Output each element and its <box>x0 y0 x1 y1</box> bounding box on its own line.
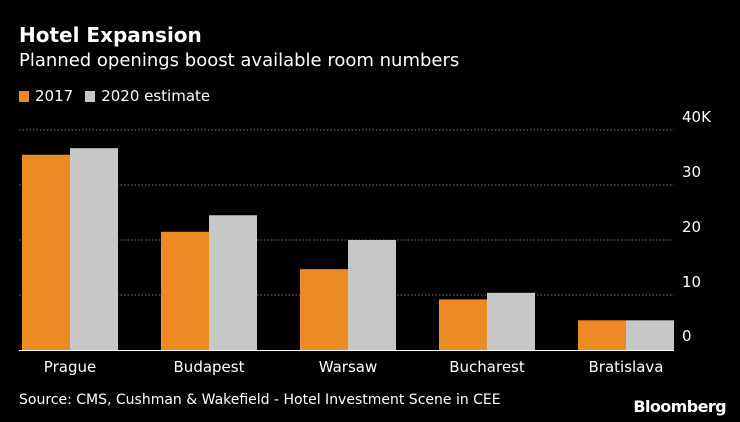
bar-prague-2017 <box>22 154 70 350</box>
bar-prague-2020-estimate <box>70 148 118 350</box>
legend-label-2017: 2017 <box>35 87 74 105</box>
y-tick-label-20: 20 <box>682 218 701 236</box>
x-tick-label-bucharest: Bucharest <box>449 358 525 376</box>
y-tick-label-10: 10 <box>682 273 701 291</box>
legend-item-2017: 2017 <box>19 87 73 105</box>
y-tick-label-0: 0 <box>682 327 692 345</box>
bar-budapest-2020-estimate <box>209 215 257 350</box>
x-tick-label-warsaw: Warsaw <box>319 358 378 376</box>
chart-title: Hotel Expansion <box>19 23 202 47</box>
bar-bratislava-2017 <box>578 320 626 350</box>
bar-warsaw-2020-estimate <box>348 240 396 350</box>
chart-subtitle: Planned openings boost available room nu… <box>19 50 460 71</box>
y-tick-label-30: 30 <box>682 163 701 181</box>
legend-swatch-2017 <box>19 90 29 102</box>
bar-bratislava-2020-estimate <box>626 320 674 350</box>
legend-item-2020-estimate: 2020 estimate <box>85 87 210 105</box>
legend-label-2020-estimate: 2020 estimate <box>101 87 211 105</box>
bar-warsaw-2017 <box>300 269 348 350</box>
bloomberg-logo: Bloomberg <box>633 397 726 416</box>
x-tick-label-prague: Prague <box>44 358 96 376</box>
legend-swatch-2020-estimate <box>85 90 96 102</box>
bar-budapest-2017 <box>161 231 209 350</box>
y-tick-label-40: 40K <box>682 108 712 126</box>
source-note: Source: CMS, Cushman & Wakefield - Hotel… <box>19 392 501 408</box>
legend: 2017 2020 estimate <box>19 86 222 106</box>
bar-chart: 0 10 20 30 40K Prague Budapest Warsaw Bucharest B… <box>19 108 712 376</box>
bar-bucharest-2020-estimate <box>487 292 535 350</box>
x-tick-label-bratislava: Bratislava <box>589 358 664 376</box>
bar-bucharest-2017 <box>439 299 487 350</box>
x-tick-label-budapest: Budapest <box>174 358 245 376</box>
